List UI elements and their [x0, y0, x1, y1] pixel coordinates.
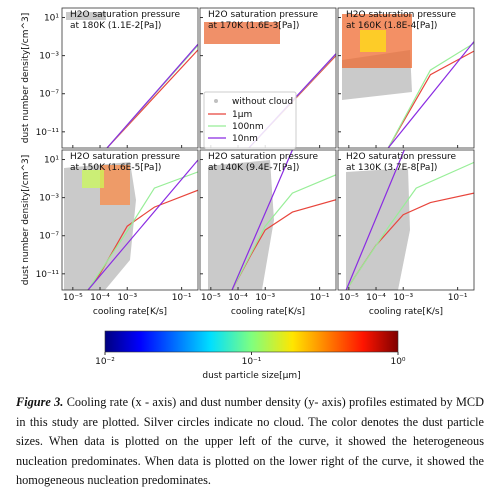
panel-subtitle: at 140K (9.4E-7[Pa]) [208, 163, 299, 173]
panel-title: H2O saturation pressure [70, 152, 181, 162]
panel-title: H2O saturation pressure [70, 10, 181, 20]
x-tick-label: 10⁻⁵ [201, 293, 221, 303]
panel-title: H2O saturation pressure [208, 152, 319, 162]
panel-subtitle: at 150K (1.6E-5[Pa]) [70, 163, 161, 173]
colorbar-tick-label: 10⁻¹ [242, 357, 262, 367]
cloud-region [208, 160, 274, 290]
curve [106, 43, 198, 148]
legend-box [203, 91, 297, 149]
legend-marker [214, 99, 218, 103]
x-tick-label: 10⁻⁴ [366, 293, 386, 303]
x-tick-label: 10⁻⁴ [228, 293, 248, 303]
colorbar-label: dust particle size[μm] [202, 371, 300, 381]
caption-label: Figure 3. [16, 395, 64, 409]
y-tick-label: 10¹ [44, 14, 59, 24]
curve [231, 174, 336, 290]
colored-region [204, 22, 280, 44]
y-axis-label: dust number density[/cm^3] [21, 155, 31, 286]
x-tick-label: 10⁻⁵ [63, 293, 83, 303]
curves [106, 43, 198, 148]
legend-label: 1μm [232, 110, 252, 120]
colorbar-tick-label: 10⁻² [95, 357, 115, 367]
curve [87, 159, 198, 290]
panel-subtitle: at 180K (1.1E-2[Pa]) [70, 21, 161, 31]
x-tick-label: 10⁻¹ [310, 293, 330, 303]
caption-text: Cooling rate (x - axis) and dust number … [16, 395, 484, 488]
x-tick-label: 10⁻¹ [448, 293, 468, 303]
legend-label: 100nm [232, 122, 264, 132]
y-axis-label: dust number density[/cm^3] [21, 13, 31, 144]
y-tick-label: 10⁻³ [39, 52, 59, 62]
colored-region [100, 165, 130, 205]
curve [345, 161, 474, 290]
y-tick-label: 10⁻⁷ [39, 232, 59, 242]
legend-label: without cloud [232, 97, 293, 107]
curve [345, 150, 405, 290]
curves [345, 150, 474, 290]
curve [387, 41, 474, 148]
curve [87, 171, 198, 290]
y-tick-label: 10⁻³ [39, 194, 59, 204]
x-tick-label: 10⁻³ [255, 293, 275, 303]
panel-title: H2O saturation pressure [346, 10, 457, 20]
panel-frame [61, 7, 199, 149]
curves [231, 150, 336, 290]
cloud-region [346, 168, 410, 290]
x-axis-label: cooling rate[K/s] [231, 307, 305, 317]
curves [387, 41, 474, 148]
colored-region [82, 170, 104, 188]
curve [231, 150, 293, 290]
colorbar [104, 330, 399, 353]
colored-region [360, 30, 386, 52]
x-tick-label: 10⁻³ [393, 293, 413, 303]
panel-subtitle: at 130K (3.7E-8[Pa]) [346, 163, 437, 173]
panel-title: H2O saturation pressure [346, 152, 457, 162]
x-tick-label: 10⁻¹ [172, 293, 192, 303]
y-tick-label: 10⁻¹¹ [36, 128, 60, 138]
panel-subtitle: at 170K (1.6E-3[Pa]) [208, 21, 299, 31]
x-axis-label: cooling rate[K/s] [369, 307, 443, 317]
panel-title: H2O saturation pressure [208, 10, 319, 20]
x-axis-label: cooling rate[K/s] [93, 307, 167, 317]
legend-label: 10nm [232, 134, 258, 144]
curve [87, 189, 198, 290]
y-tick-label: 10¹ [44, 156, 59, 166]
panel-frame [61, 149, 199, 291]
panel-subtitle: at 160K (1.8E-4[Pa]) [346, 21, 437, 31]
cloud-region [66, 12, 106, 20]
x-tick-label: 10⁻⁴ [90, 293, 110, 303]
panel-frame [337, 149, 475, 291]
curves [87, 159, 198, 290]
caption: Figure 3. Cooling rate (x - axis) and du… [16, 393, 484, 491]
clouds [64, 12, 412, 290]
x-tick-label: 10⁻⁵ [339, 293, 359, 303]
y-tick-label: 10⁻¹¹ [36, 270, 60, 280]
panel-frame [199, 149, 337, 291]
colorbar-tick-label: 10⁰ [390, 357, 405, 367]
y-tick-label: 10⁻⁷ [39, 90, 59, 100]
x-tick-label: 10⁻³ [117, 293, 137, 303]
panel-frame [337, 7, 475, 149]
curve [387, 42, 474, 148]
